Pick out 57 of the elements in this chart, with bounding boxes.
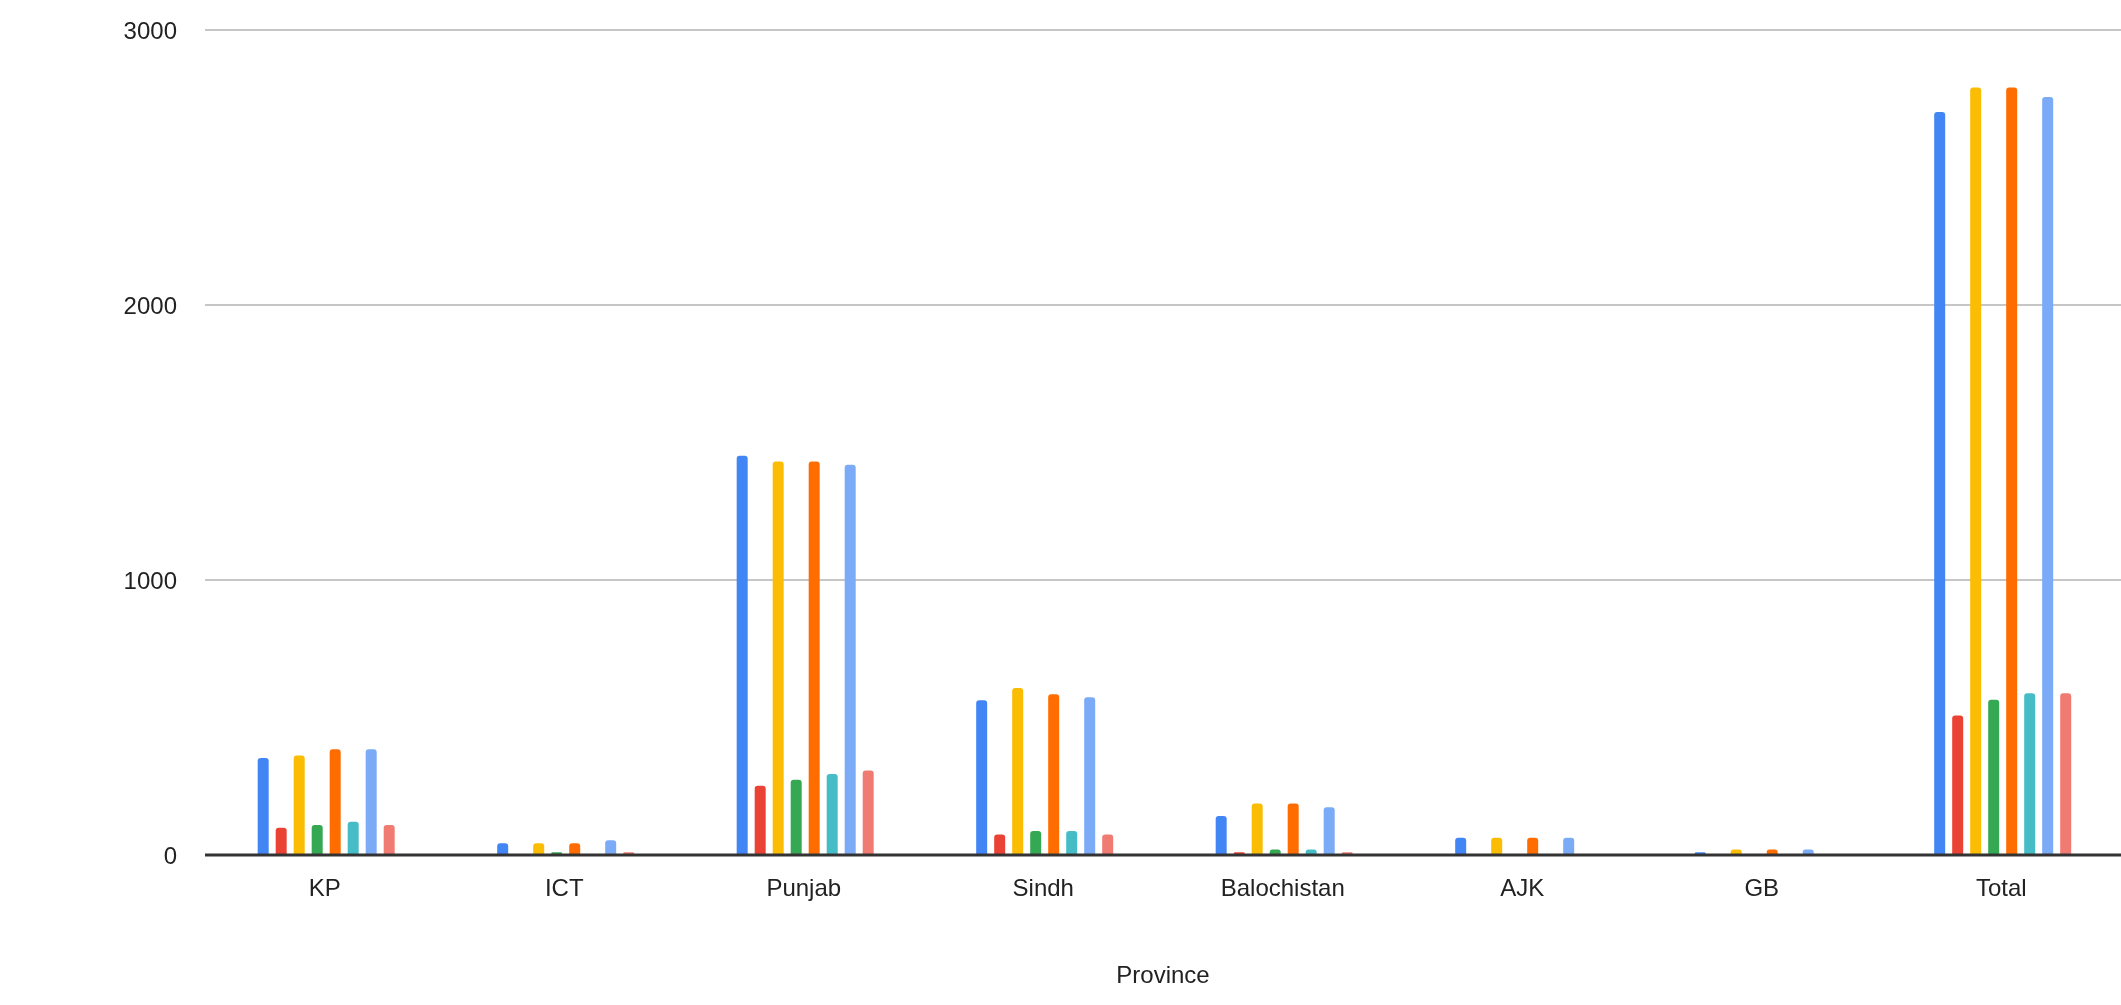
bar [790, 779, 802, 855]
bar [1988, 699, 2000, 855]
x-tick-label: Sindh [1012, 874, 1074, 902]
x-tick-label: GB [1744, 874, 1780, 902]
y-tick-label: 2000 [123, 291, 177, 319]
bar [347, 821, 359, 855]
bar [497, 843, 509, 855]
bar [293, 755, 305, 855]
bar [1287, 803, 1299, 855]
bar [1934, 111, 1946, 855]
bar [1527, 837, 1539, 855]
bar [1455, 837, 1467, 855]
bar [1012, 688, 1024, 855]
bar [1970, 87, 1982, 855]
bar [754, 785, 766, 855]
bar [383, 825, 395, 855]
y-tick-label: 3000 [123, 16, 177, 44]
bar [569, 843, 581, 855]
x-tick-label: Total [1975, 874, 2027, 902]
bar [365, 749, 377, 855]
bar [275, 827, 287, 855]
bar [1102, 834, 1114, 855]
bar [1215, 815, 1227, 855]
bar [1048, 694, 1060, 855]
bar [1323, 807, 1335, 855]
x-tick-label: ICT [544, 874, 584, 902]
bar [1066, 831, 1078, 855]
x-tick-label: Punjab [766, 874, 842, 902]
bar [605, 840, 617, 855]
bar [2042, 97, 2054, 855]
x-axis-title: Province [1116, 961, 1210, 988]
bar [862, 770, 874, 855]
bar [1563, 837, 1575, 855]
x-tick-label: KP [308, 874, 341, 902]
bar [1952, 715, 1964, 855]
bar [1491, 837, 1503, 855]
bar [2006, 87, 2018, 855]
bar [826, 773, 838, 855]
x-tick-label: AJK [1500, 874, 1545, 902]
bar [257, 757, 269, 855]
bar [1084, 697, 1096, 855]
bar [844, 464, 856, 855]
x-tick-label: Balochistan [1220, 874, 1345, 902]
bar [2060, 693, 2072, 855]
bar [736, 455, 748, 855]
bar [311, 825, 323, 855]
bar [2024, 693, 2036, 855]
bar [994, 834, 1006, 855]
bar [1030, 831, 1042, 855]
y-tick-label: 1000 [123, 566, 177, 594]
y-tick-label: 0 [163, 841, 177, 869]
bar [1251, 803, 1263, 855]
bar [533, 843, 545, 855]
bar [808, 461, 820, 855]
bar [329, 749, 341, 855]
bar [772, 461, 784, 855]
bar [976, 700, 988, 855]
